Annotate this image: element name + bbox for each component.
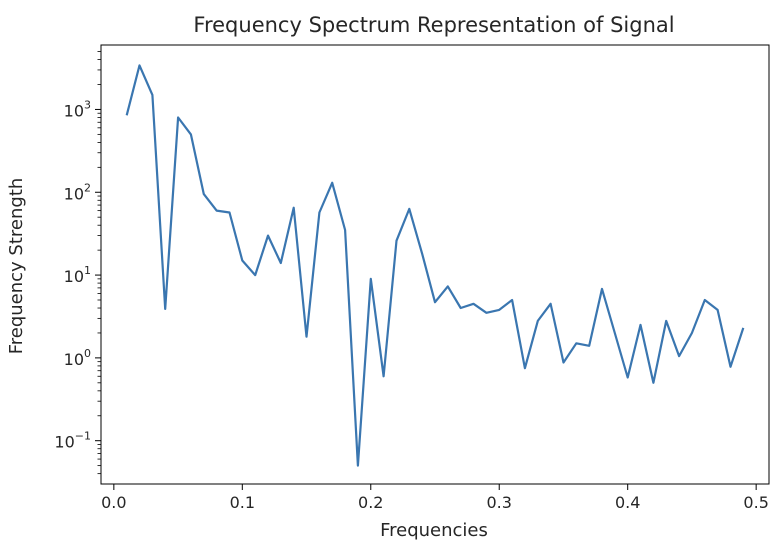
plot-frame	[100, 44, 770, 485]
plot-area	[100, 44, 770, 485]
y-axis-label: Frequency Strength	[6, 178, 27, 355]
x-tick-label: 0.1	[230, 493, 255, 512]
x-tick-label: 0.0	[101, 493, 126, 512]
series-line	[125, 64, 745, 467]
y-axis-ticks: 10−1 100 101 102 103	[54, 51, 101, 475]
x-tick-label: 0.4	[615, 493, 640, 512]
x-tick-label: 0.2	[358, 493, 383, 512]
x-tick-label: 0.3	[487, 493, 512, 512]
chart-title: Frequency Spectrum Representation of Sig…	[193, 13, 674, 37]
x-axis-ticks: 0.0 0.1 0.2 0.3 0.4 0.5	[101, 484, 769, 512]
y-tick-label: 101	[64, 264, 91, 286]
y-tick-label: 100	[64, 347, 91, 369]
y-tick-label: 10−1	[54, 430, 91, 452]
x-tick-label: 0.5	[743, 493, 768, 512]
y-tick-label: 103	[64, 98, 91, 120]
y-tick-label: 102	[64, 181, 91, 203]
x-axis-label: Frequencies	[380, 520, 488, 540]
